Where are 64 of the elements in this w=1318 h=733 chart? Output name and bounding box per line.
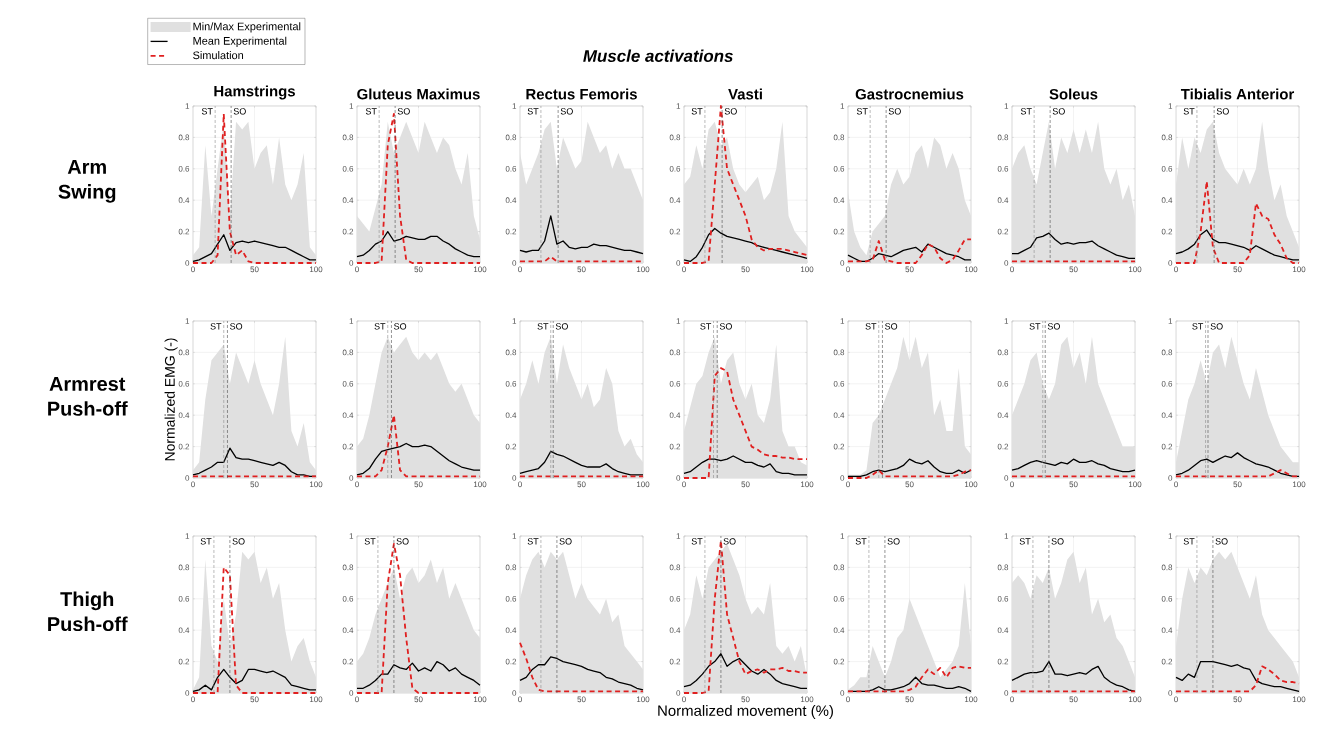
ref-line-label: SO: [1210, 323, 1223, 330]
text: Muscle activations: [583, 49, 733, 62]
chart-title: Vasti: [728, 88, 762, 100]
ref-line-label: SO: [233, 108, 246, 115]
chart-title: Tibialis Anterior: [1180, 88, 1295, 100]
ref-line-label: ST: [374, 323, 386, 330]
ref-line-label: ST: [201, 108, 213, 115]
ref-line-label: ST: [856, 108, 868, 115]
ref-line-label: SO: [394, 323, 407, 330]
ref-line-label: SO: [888, 108, 901, 115]
line-series: [1011, 232, 1136, 259]
ref-line-label: SO: [396, 538, 409, 545]
text: Thigh Push-off: [48, 591, 128, 632]
ref-line-label: SO: [1047, 323, 1060, 330]
ref-line-label: SO: [559, 538, 572, 545]
x-axis-title: Normalized movement (%): [658, 705, 833, 719]
chart-title: Hamstrings: [214, 85, 295, 100]
ref-line-label: SO: [1216, 108, 1229, 115]
ref-line-label: SO: [555, 323, 568, 330]
ref-line-label: ST: [364, 538, 376, 545]
ref-line-label: ST: [527, 538, 539, 545]
ref-line-label: ST: [1183, 108, 1195, 115]
ref-line-label: ST: [691, 108, 703, 115]
ref-line-label: SO: [887, 538, 900, 545]
ref-line-label: ST: [537, 323, 549, 330]
ref-line-label: ST: [691, 538, 703, 545]
text: Armrest Push-off: [48, 376, 128, 416]
ref-line-label: ST: [365, 108, 377, 115]
ref-line-label: ST: [200, 538, 212, 545]
ref-line-label: ST: [855, 538, 867, 545]
ref-line-label: ST: [1020, 108, 1032, 115]
chart-title: Soleus: [1049, 88, 1098, 100]
line-series: [519, 656, 644, 691]
line-series: [1011, 458, 1136, 473]
ref-line-label: ST: [210, 323, 222, 330]
chart-title: Rectus Femoris: [526, 88, 637, 100]
ref-line-label: SO: [232, 538, 245, 545]
ref-line-label: SO: [723, 538, 736, 545]
legend-label: Simulation: [193, 51, 244, 60]
legend-label: Mean Experimental: [193, 36, 287, 47]
ref-line-label: SO: [560, 108, 573, 115]
ref-line-label: SO: [1051, 538, 1064, 545]
ref-line-label: SO: [1215, 538, 1228, 545]
ref-line-label: ST: [700, 323, 712, 330]
line-series: [356, 660, 481, 689]
chart-title: Gastrocnemius: [855, 88, 964, 100]
ref-line-label: SO: [1052, 108, 1065, 115]
line-series: [356, 442, 481, 476]
ref-line-label: SO: [719, 323, 732, 330]
ref-line-label: ST: [1019, 538, 1031, 545]
line-series: [1011, 660, 1136, 693]
ref-line-label: ST: [1183, 538, 1195, 545]
ref-line-label: ST: [527, 108, 539, 115]
ref-line-label: ST: [865, 323, 877, 330]
ref-line-label: SO: [885, 323, 898, 330]
ref-line-label: SO: [397, 108, 410, 115]
legend-label: Min/Max Experimental: [193, 22, 301, 33]
ref-line-label: SO: [230, 323, 243, 330]
chart-title: Gluteus Maximus: [357, 88, 480, 100]
ref-line-label: SO: [724, 108, 737, 115]
text: Arm Swing: [58, 159, 116, 203]
ref-line-label: ST: [1192, 323, 1204, 330]
ref-line-label: ST: [1029, 323, 1041, 330]
y-axis-title: Normalized EMG (-): [164, 338, 178, 461]
